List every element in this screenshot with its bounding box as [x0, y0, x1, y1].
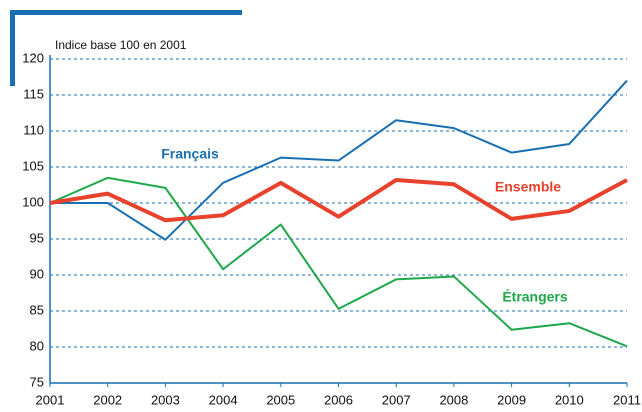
y-tick-label: 120: [22, 50, 44, 65]
x-tick-label: 2010: [555, 392, 584, 407]
series-label: Français: [161, 146, 219, 162]
y-tick-label: 115: [23, 86, 44, 101]
y-tick-label: 110: [23, 122, 44, 137]
y-tick-label: 85: [30, 302, 44, 317]
y-tick-label: 105: [22, 158, 44, 173]
y-tick-label: 80: [30, 338, 44, 353]
x-tick-label: 2009: [497, 392, 526, 407]
x-tick-label: 2011: [613, 392, 641, 407]
x-tick-label: 2002: [93, 392, 122, 407]
y-tick-label: 75: [30, 374, 44, 389]
series-line: [49, 176, 628, 348]
y-tick-label: 95: [30, 230, 44, 245]
y-tick-label: 100: [22, 194, 44, 209]
series-label: Étrangers: [502, 289, 568, 305]
decor-bar: [10, 10, 15, 86]
series-label: Ensemble: [495, 179, 561, 195]
decor-bar: [10, 10, 242, 15]
y-axis-label: Indice base 100 en 2001: [55, 38, 187, 52]
x-tick-label: 2006: [324, 392, 353, 407]
y-tick-label: 90: [30, 266, 44, 281]
x-tick-label: 2003: [151, 392, 180, 407]
series-line: [50, 79, 628, 241]
x-tick-label: 2008: [439, 392, 468, 407]
x-tick-label: 2007: [382, 392, 411, 407]
series-line: [49, 177, 628, 223]
x-tick-label: 2004: [209, 392, 238, 407]
x-tick-label: 2001: [36, 392, 65, 407]
x-tick-label: 2005: [266, 392, 295, 407]
